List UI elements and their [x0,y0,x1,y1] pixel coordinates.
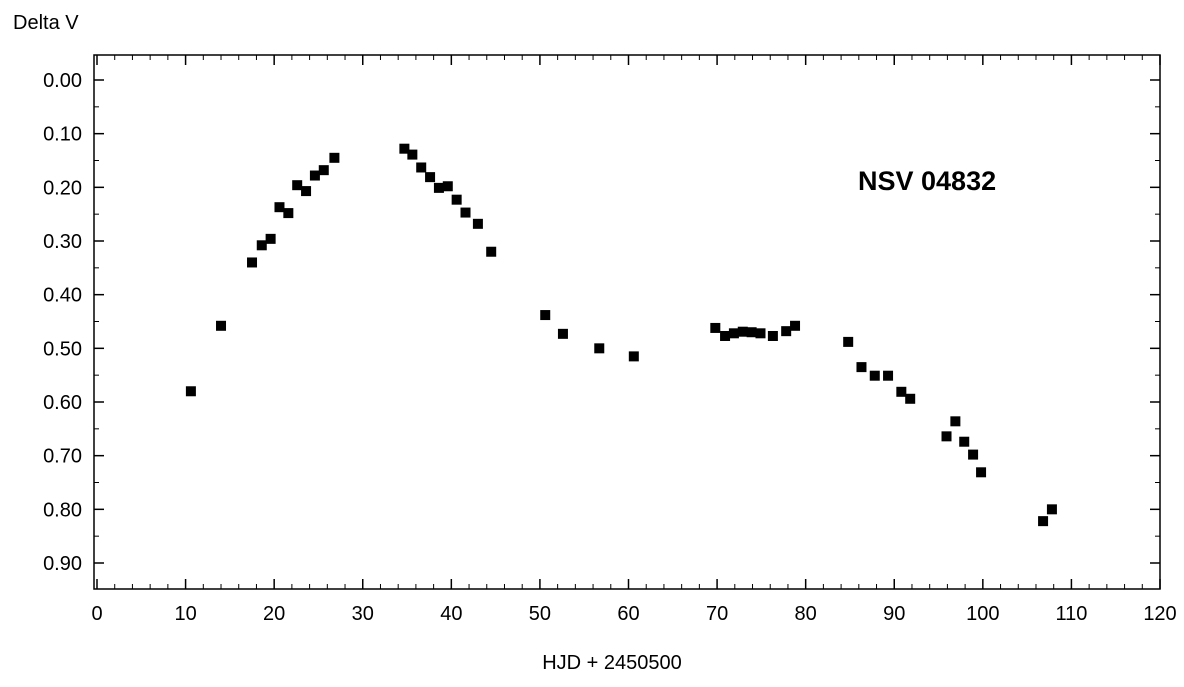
data-point [710,322,721,333]
data-point [486,246,497,257]
data-points [185,143,1057,527]
data-point [843,336,854,347]
data-point [959,436,970,447]
data-point [896,386,907,397]
data-point [869,370,880,381]
y-tick-label: 0.90 [43,553,82,575]
data-point [309,170,320,181]
y-tick-label: 0.20 [43,177,82,199]
data-point [905,393,916,404]
data-point [950,416,961,427]
y-tick-label: 0.50 [43,338,82,360]
data-point [594,343,605,354]
y-tick-label: 0.40 [43,285,82,307]
data-point [399,143,410,154]
data-point [451,194,462,205]
data-point [557,328,568,339]
data-point [256,240,267,251]
x-tick-label: 80 [795,603,817,625]
x-tick-label: 110 [1055,603,1087,625]
data-point [329,152,340,163]
x-tick-label: 100 [966,603,999,625]
data-point [968,449,979,460]
data-point [318,165,329,176]
data-point [425,172,436,183]
data-point [883,370,894,381]
data-point [442,181,453,192]
data-point [1046,504,1057,515]
data-point [628,351,639,362]
data-point [781,326,792,337]
data-point [720,330,731,341]
x-tick-label: 50 [529,603,551,625]
data-point [746,327,757,338]
y-tick-label: 0.60 [43,392,82,414]
x-axis-label: HJD + 2450500 [542,652,682,674]
data-point [976,467,987,478]
x-tick-label: 20 [263,603,285,625]
x-tick-label: 120 [1143,603,1176,625]
data-point [755,328,766,339]
data-point [460,207,471,218]
data-point [283,208,294,219]
x-tick-label: 60 [617,603,639,625]
y-axis-label: Delta V [13,12,79,34]
data-point [856,362,867,373]
data-point [790,320,801,331]
y-tick-label: 0.10 [43,124,82,146]
data-point [472,218,483,229]
data-point [540,310,551,321]
data-point [433,182,444,193]
data-point [216,320,227,331]
data-point [767,330,778,341]
data-point [416,162,427,173]
data-point [274,202,285,213]
x-tick-label: 90 [883,603,905,625]
y-tick-label: 0.30 [43,231,82,253]
data-point [265,233,276,244]
x-tick-label: 30 [352,603,374,625]
data-point [1038,516,1049,527]
x-tick-label: 70 [706,603,728,625]
data-point [737,326,748,337]
x-tick-label: 0 [91,603,102,625]
data-point [728,328,739,339]
y-tick-label: 0.70 [43,446,82,468]
data-point [407,149,418,160]
star-name-annotation: NSV 04832 [858,166,997,196]
x-tick-label: 10 [174,603,196,625]
y-axis: 0.00 0.10 0.20 0.30 0.40 0.50 0.60 0.70 0.80 0.90 [43,70,1160,575]
data-point [247,257,258,268]
y-tick-label: 0.00 [43,70,82,92]
data-point [301,186,312,197]
data-point [185,386,196,397]
data-point [941,431,952,442]
x-axis: 0 10 20 30 40 50 60 70 80 90 100 110 120 [91,55,1177,625]
y-tick-label: 0.80 [43,499,82,521]
x-tick-label: 40 [440,603,462,625]
plot-frame [93,54,1161,590]
data-point [292,180,303,191]
